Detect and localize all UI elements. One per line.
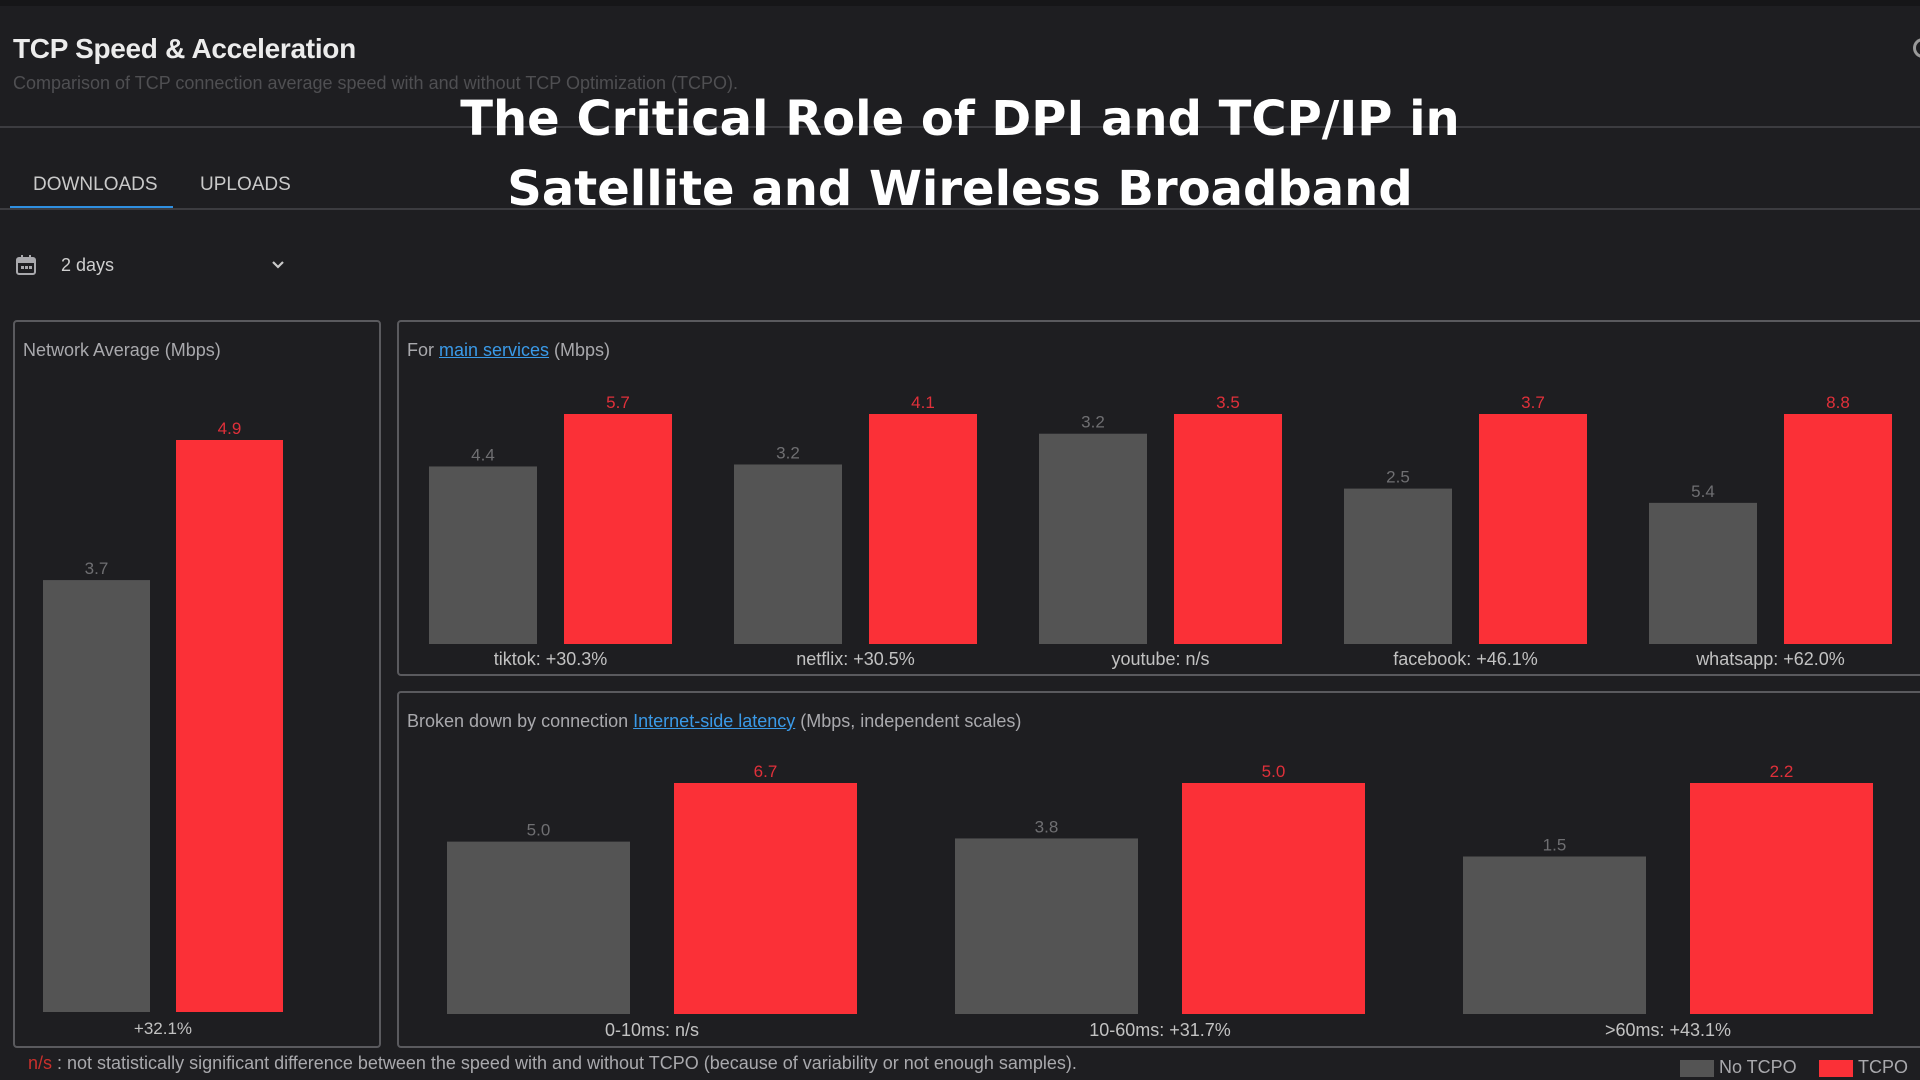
value-label-tcpo-netflix-30-5: 4.1 bbox=[911, 393, 935, 412]
footnote-text: : not statistically significant differen… bbox=[52, 1053, 1077, 1073]
latency-panel: Broken down by connection Internet-side … bbox=[397, 691, 1920, 1048]
legend-swatch-no-tcpo bbox=[1680, 1060, 1714, 1077]
bar-tcpo-60ms-43-1 bbox=[1690, 783, 1873, 1014]
bar-tcpo-32-1 bbox=[176, 440, 283, 1012]
latency-title-prefix: Broken down by connection bbox=[407, 711, 634, 731]
tabs-divider bbox=[0, 208, 1920, 210]
network-average-panel: Network Average (Mbps) 3.7 4.9 +32.1% bbox=[13, 320, 381, 1048]
network-average-chart: 3.7 4.9 +32.1% bbox=[43, 419, 283, 1038]
category-label-whatsapp-62-0: whatsapp: +62.0% bbox=[1695, 649, 1845, 669]
category-label-10-60ms-31-7: 10-60ms: +31.7% bbox=[1089, 1020, 1231, 1040]
value-label-no-tcpo-0-10ms-n-s: 5.0 bbox=[527, 821, 551, 840]
bar-tcpo-netflix-30-5 bbox=[869, 414, 977, 644]
latency-title-suffix: (Mbps, independent scales) bbox=[795, 711, 1022, 731]
value-label-no-tcpo-32-1: 3.7 bbox=[85, 559, 109, 578]
main-services-title-prefix: For bbox=[407, 340, 440, 360]
category-label-netflix-30-5: netflix: +30.5% bbox=[796, 649, 915, 669]
value-label-tcpo-0-10ms-n-s: 6.7 bbox=[754, 762, 778, 781]
main-services-title-suffix: (Mbps) bbox=[549, 340, 611, 360]
bar-tcpo-10-60ms-31-7 bbox=[1182, 783, 1365, 1014]
overlay-headline: The Critical Role of DPI and TCP/IP in S… bbox=[440, 84, 1480, 224]
bar-no-tcpo-netflix-30-5 bbox=[734, 464, 842, 644]
legend-label-no-tcpo: No TCPO bbox=[1719, 1057, 1797, 1077]
tab-uploads[interactable]: UPLOADS bbox=[200, 174, 291, 195]
page-title: TCP Speed & Acceleration bbox=[13, 33, 356, 64]
bar-tcpo-0-10ms-n-s bbox=[674, 783, 857, 1014]
main-services-chart: 4.4 5.7 tiktok: +30.3% 3.2 4.1 netflix: +30.5… bbox=[429, 393, 1892, 669]
overlay-line-2: Satellite and Wireless Broadband bbox=[507, 161, 1413, 217]
bar-no-tcpo-0-10ms-n-s bbox=[447, 841, 630, 1014]
header-divider bbox=[0, 126, 1920, 128]
value-label-tcpo-10-60ms-31-7: 5.0 bbox=[1262, 762, 1286, 781]
value-label-no-tcpo-youtube-n-s: 3.2 bbox=[1081, 413, 1105, 432]
page-subtitle: Comparison of TCP connection average spe… bbox=[13, 73, 739, 93]
value-label-tcpo-60ms-43-1: 2.2 bbox=[1770, 762, 1794, 781]
value-label-tcpo-whatsapp-62-0: 8.8 bbox=[1826, 393, 1850, 412]
bar-no-tcpo-facebook-46-1 bbox=[1344, 488, 1452, 644]
category-label-tiktok-30-3: tiktok: +30.3% bbox=[494, 649, 608, 669]
active-tab-indicator bbox=[10, 206, 173, 209]
value-label-no-tcpo-whatsapp-62-0: 5.4 bbox=[1691, 482, 1715, 501]
chevron-down-icon[interactable] bbox=[270, 257, 286, 278]
bar-no-tcpo-60ms-43-1 bbox=[1463, 856, 1646, 1014]
top-border bbox=[0, 0, 1920, 6]
latency-chart: 5.0 6.7 0-10ms: n/s 3.8 5.0 10-60ms: +31.7% 1.… bbox=[447, 762, 1873, 1040]
network-average-title: Network Average (Mbps) bbox=[23, 340, 221, 360]
calendar-icon bbox=[15, 254, 37, 281]
category-label-facebook-46-1: facebook: +46.1% bbox=[1393, 649, 1538, 669]
latency-link[interactable]: Internet-side latency bbox=[633, 711, 796, 731]
bar-no-tcpo-whatsapp-62-0 bbox=[1649, 502, 1757, 644]
help-icon[interactable] bbox=[1913, 38, 1920, 58]
footnote: n/s : not statistically significant diff… bbox=[28, 1053, 1077, 1074]
value-label-no-tcpo-60ms-43-1: 1.5 bbox=[1543, 836, 1567, 855]
main-services-panel: For main services (Mbps) 4.4 5.7 tiktok: +… bbox=[397, 320, 1920, 676]
main-services-link[interactable]: main services bbox=[439, 340, 550, 360]
bar-no-tcpo-10-60ms-31-7 bbox=[955, 838, 1138, 1014]
legend-label-tcpo: TCPO bbox=[1858, 1057, 1909, 1077]
value-label-tcpo-tiktok-30-3: 5.7 bbox=[606, 393, 630, 412]
bar-no-tcpo-tiktok-30-3 bbox=[429, 466, 537, 644]
category-label-0-10ms-n-s: 0-10ms: n/s bbox=[605, 1020, 699, 1040]
category-label-youtube-n-s: youtube: n/s bbox=[1111, 649, 1209, 669]
category-label-32-1: +32.1% bbox=[134, 1019, 192, 1038]
legend-swatch-tcpo bbox=[1819, 1060, 1853, 1077]
value-label-no-tcpo-10-60ms-31-7: 3.8 bbox=[1035, 817, 1059, 836]
value-label-tcpo-youtube-n-s: 3.5 bbox=[1216, 393, 1240, 412]
value-label-no-tcpo-tiktok-30-3: 4.4 bbox=[471, 445, 495, 464]
date-range-select[interactable]: 2 days bbox=[15, 252, 290, 282]
bar-no-tcpo-youtube-n-s bbox=[1039, 433, 1147, 644]
value-label-no-tcpo-netflix-30-5: 3.2 bbox=[776, 443, 800, 462]
tab-downloads[interactable]: DOWNLOADS bbox=[33, 174, 158, 195]
main-services-title: For main services (Mbps) bbox=[407, 340, 610, 361]
latency-title: Broken down by connection Internet-side … bbox=[407, 711, 1021, 732]
bar-tcpo-youtube-n-s bbox=[1174, 414, 1282, 644]
overlay-line-1: The Critical Role of DPI and TCP/IP in bbox=[460, 91, 1460, 147]
value-label-no-tcpo-facebook-46-1: 2.5 bbox=[1386, 468, 1410, 487]
date-range-value: 2 days bbox=[61, 255, 115, 275]
bar-tcpo-tiktok-30-3 bbox=[564, 414, 672, 644]
value-label-tcpo-32-1: 4.9 bbox=[218, 419, 242, 438]
bar-no-tcpo-32-1 bbox=[43, 580, 150, 1012]
value-label-tcpo-facebook-46-1: 3.7 bbox=[1521, 393, 1545, 412]
footnote-marker: n/s bbox=[28, 1053, 53, 1073]
bar-tcpo-facebook-46-1 bbox=[1479, 414, 1587, 644]
bar-tcpo-whatsapp-62-0 bbox=[1784, 414, 1892, 644]
category-label-60ms-43-1: >60ms: +43.1% bbox=[1605, 1020, 1731, 1040]
